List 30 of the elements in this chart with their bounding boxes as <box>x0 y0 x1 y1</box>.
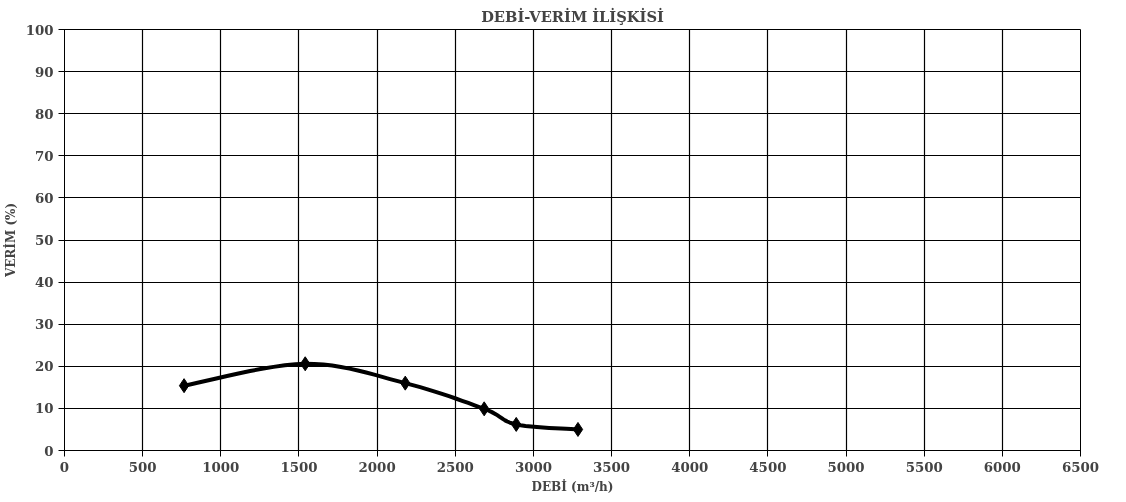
y-tick-label: 60 <box>34 189 54 206</box>
x-tick-label: 1000 <box>202 458 240 475</box>
y-tick-label: 70 <box>34 147 54 164</box>
x-tick-label: 500 <box>128 458 157 475</box>
x-tick-label: 2000 <box>358 458 396 475</box>
y-tick-label: 0 <box>44 442 54 459</box>
y-axis-title: VERİM (%) <box>2 202 18 279</box>
x-tick-label: 6000 <box>983 458 1021 475</box>
x-tick-label: 4000 <box>671 458 709 475</box>
x-tick-label: 5000 <box>827 458 865 475</box>
x-tick-label: 0 <box>59 458 70 475</box>
x-tick-label: 2500 <box>436 458 474 475</box>
point <box>572 421 584 437</box>
x-tick-label: 3500 <box>593 458 631 475</box>
y-tick-label: 20 <box>34 358 54 375</box>
y-tick-label: 40 <box>34 274 54 291</box>
x-axis-title: DEBİ (m³/h) <box>531 478 614 494</box>
x-tick-label: 6500 <box>1061 458 1100 475</box>
point <box>178 378 190 394</box>
x-tick-label: 5500 <box>905 458 943 475</box>
chart-title: DEBİ-VERİM İLİŞKİSİ <box>481 6 664 25</box>
y-tick-label: 90 <box>34 63 54 80</box>
x-tick-label: 4500 <box>749 458 787 475</box>
y-tick-label: 30 <box>34 316 54 333</box>
x-tick-label: 3000 <box>514 458 552 475</box>
x-tick-label: 1500 <box>280 458 318 475</box>
y-tick-label: 10 <box>34 400 54 417</box>
y-tick-label: 80 <box>34 105 54 122</box>
y-tick-label: 50 <box>34 232 54 248</box>
y-tick-label: 100 <box>25 21 54 38</box>
